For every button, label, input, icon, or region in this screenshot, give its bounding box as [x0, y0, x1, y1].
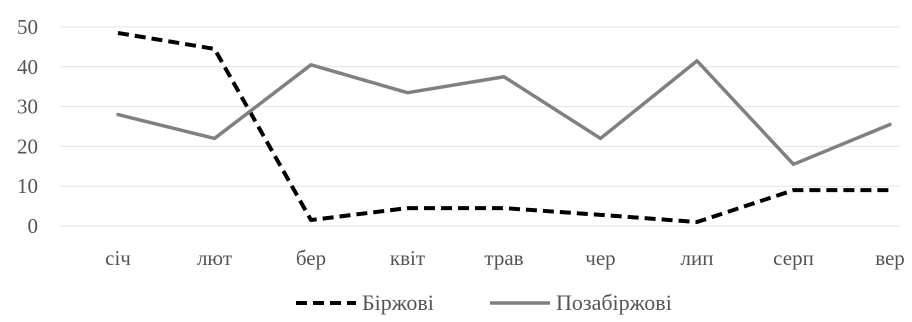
x-category-label: бер [296, 246, 326, 270]
x-category-label: чер [585, 246, 615, 270]
y-tick-label: 40 [17, 55, 38, 79]
y-tick-label: 0 [28, 214, 39, 238]
legend-label-1: Біржові [362, 290, 434, 315]
x-category-label: квіт [390, 246, 425, 270]
series-line-2 [116, 59, 892, 167]
y-tick-label: 20 [17, 134, 38, 158]
x-category-label: лют [197, 246, 232, 270]
x-category-label: серп [773, 246, 814, 270]
gridlines [60, 26, 900, 227]
y-tick-label: 30 [17, 95, 38, 119]
x-category-label: лип [681, 246, 714, 270]
x-category-label: трав [484, 246, 523, 270]
series-line-1 [117, 30, 890, 225]
y-tick-label: 50 [17, 15, 38, 39]
x-axis-category-labels: січ лют бер квіт трав чер лип серп вер [105, 246, 905, 270]
y-tick-label: 10 [17, 174, 38, 198]
legend-label-2: Позабіржові [556, 290, 672, 315]
series-lines [116, 30, 892, 225]
x-category-label: січ [105, 246, 131, 270]
x-category-label: вер [875, 246, 905, 270]
legend: Біржові Позабіржові [296, 290, 672, 315]
y-axis-tick-labels: 50 40 30 20 10 0 [17, 15, 38, 238]
